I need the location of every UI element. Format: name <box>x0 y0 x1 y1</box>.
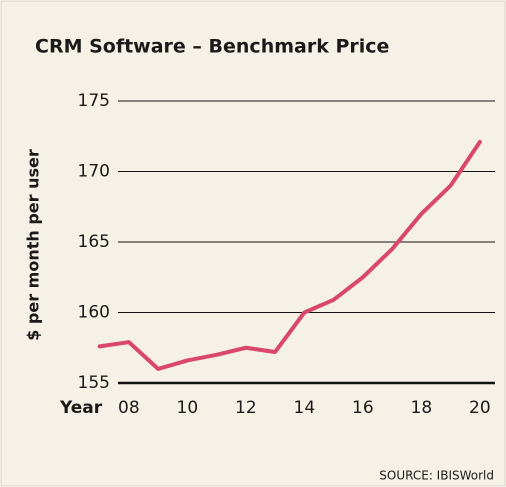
line <box>97 139 482 371</box>
x-tick-label: 14 <box>294 398 316 418</box>
x-tick-label: 10 <box>177 398 199 418</box>
y-tick-label: 155 <box>78 373 110 393</box>
y-tick-label: 175 <box>78 91 110 111</box>
x-axis-label: Year <box>59 398 103 418</box>
x-tick-label: 18 <box>411 398 433 418</box>
source: SOURCE: IBISWorld <box>379 469 494 483</box>
x-tick-label: 20 <box>469 398 491 418</box>
y-tick-label: 160 <box>78 303 110 323</box>
x-tick-label: 12 <box>235 398 257 418</box>
chart-title: CRM Software – Benchmark Price <box>35 36 389 58</box>
y-tick-label: 165 <box>78 232 110 252</box>
y-tick-label: 170 <box>78 162 110 182</box>
x-tick-label: 08 <box>118 398 140 418</box>
y-axis-label: $ per month per user <box>24 149 43 341</box>
x-tick-label: 16 <box>352 398 374 418</box>
